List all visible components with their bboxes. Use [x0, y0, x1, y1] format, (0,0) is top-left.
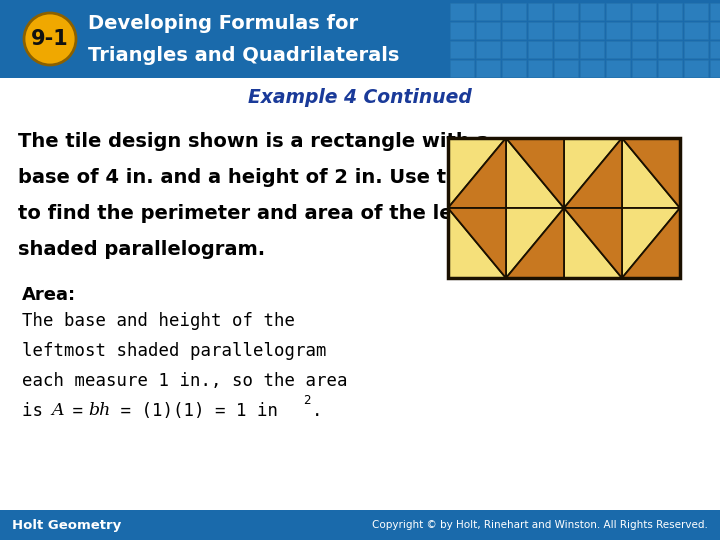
- Text: Area:: Area:: [22, 286, 76, 304]
- Polygon shape: [622, 208, 680, 278]
- Text: shaded parallelogram.: shaded parallelogram.: [18, 240, 265, 259]
- Bar: [528, 22, 552, 39]
- Bar: [448, 138, 680, 278]
- Bar: [502, 3, 526, 20]
- Bar: [632, 41, 656, 58]
- Bar: [606, 3, 630, 20]
- Bar: [710, 3, 720, 20]
- Polygon shape: [564, 208, 622, 278]
- Text: =: =: [62, 402, 94, 420]
- Bar: [502, 60, 526, 77]
- Bar: [0, 510, 720, 540]
- Bar: [606, 60, 630, 77]
- Bar: [554, 60, 578, 77]
- Text: to find the perimeter and area of the leftmost: to find the perimeter and area of the le…: [18, 204, 525, 223]
- Polygon shape: [564, 138, 622, 208]
- Bar: [580, 60, 604, 77]
- Bar: [658, 3, 682, 20]
- Polygon shape: [448, 208, 506, 278]
- Polygon shape: [506, 208, 564, 278]
- Bar: [684, 3, 708, 20]
- Bar: [658, 22, 682, 39]
- Text: is: is: [22, 402, 53, 420]
- Bar: [450, 41, 474, 58]
- Polygon shape: [622, 138, 680, 208]
- Bar: [710, 22, 720, 39]
- Text: The tile design shown is a rectangle with a: The tile design shown is a rectangle wit…: [18, 132, 490, 151]
- Bar: [528, 41, 552, 58]
- Bar: [580, 22, 604, 39]
- Circle shape: [24, 13, 76, 65]
- Text: Triangles and Quadrilaterals: Triangles and Quadrilaterals: [88, 46, 400, 65]
- Text: A: A: [51, 402, 63, 419]
- Bar: [554, 41, 578, 58]
- Bar: [658, 41, 682, 58]
- Bar: [476, 41, 500, 58]
- Bar: [606, 41, 630, 58]
- Bar: [528, 3, 552, 20]
- Bar: [528, 60, 552, 77]
- Bar: [450, 3, 474, 20]
- Text: = (1)(1) = 1 in: = (1)(1) = 1 in: [110, 402, 278, 420]
- Text: 2: 2: [303, 394, 310, 407]
- Text: each measure 1 in., so the area: each measure 1 in., so the area: [22, 372, 348, 390]
- Polygon shape: [564, 138, 622, 208]
- Polygon shape: [622, 208, 680, 278]
- Text: Developing Formulas for: Developing Formulas for: [88, 14, 358, 33]
- Polygon shape: [506, 208, 564, 278]
- Bar: [710, 60, 720, 77]
- Bar: [632, 3, 656, 20]
- Bar: [502, 41, 526, 58]
- Text: Example 4 Continued: Example 4 Continued: [248, 88, 472, 107]
- Bar: [684, 22, 708, 39]
- Polygon shape: [448, 138, 506, 208]
- Bar: [684, 41, 708, 58]
- Bar: [450, 60, 474, 77]
- Bar: [476, 3, 500, 20]
- Text: The base and height of the: The base and height of the: [22, 312, 295, 330]
- Text: leftmost shaded parallelogram: leftmost shaded parallelogram: [22, 342, 326, 360]
- Bar: [476, 22, 500, 39]
- Text: Copyright © by Holt, Rinehart and Winston. All Rights Reserved.: Copyright © by Holt, Rinehart and Winsto…: [372, 520, 708, 530]
- Bar: [580, 41, 604, 58]
- Bar: [476, 60, 500, 77]
- Bar: [554, 22, 578, 39]
- Polygon shape: [506, 138, 564, 208]
- Polygon shape: [622, 138, 680, 208]
- Bar: [502, 22, 526, 39]
- Polygon shape: [448, 138, 506, 208]
- Bar: [710, 41, 720, 58]
- Polygon shape: [564, 208, 622, 278]
- Text: base of 4 in. and a height of 2 in. Use the grid: base of 4 in. and a height of 2 in. Use …: [18, 168, 524, 187]
- Bar: [632, 22, 656, 39]
- Text: 9-1: 9-1: [31, 29, 69, 49]
- Bar: [554, 3, 578, 20]
- Text: bh: bh: [88, 402, 110, 419]
- Bar: [684, 60, 708, 77]
- Bar: [450, 22, 474, 39]
- Bar: [580, 3, 604, 20]
- Bar: [658, 60, 682, 77]
- Polygon shape: [448, 208, 506, 278]
- Text: Holt Geometry: Holt Geometry: [12, 518, 121, 531]
- Bar: [606, 22, 630, 39]
- Text: .: .: [312, 402, 323, 420]
- Bar: [0, 0, 720, 78]
- Bar: [632, 60, 656, 77]
- Polygon shape: [506, 138, 564, 208]
